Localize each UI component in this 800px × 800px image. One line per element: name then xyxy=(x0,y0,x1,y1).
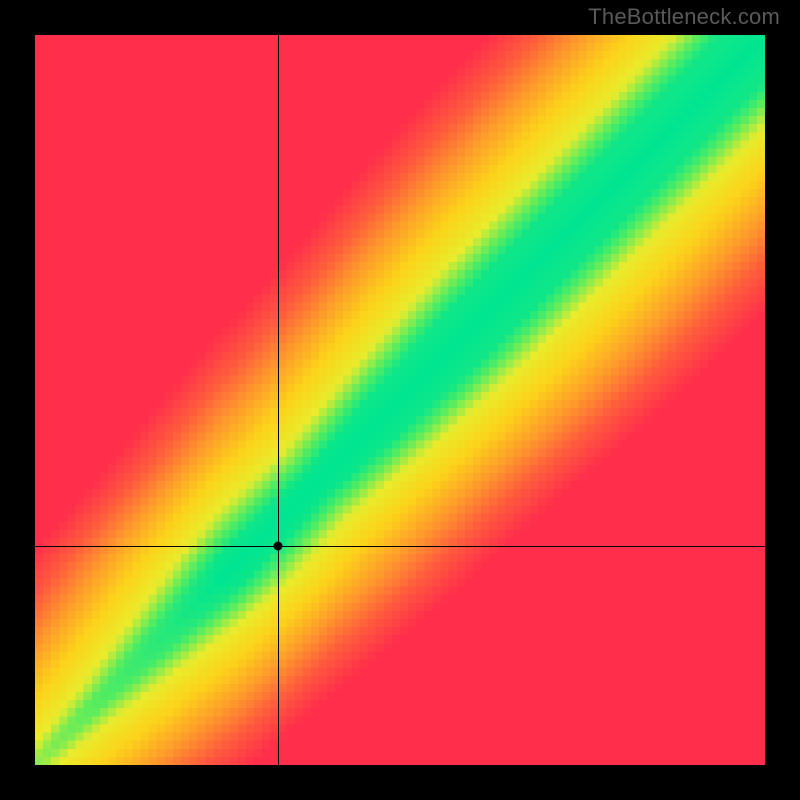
plot-area xyxy=(35,35,765,765)
attribution-text: TheBottleneck.com xyxy=(588,4,780,30)
chart-container: TheBottleneck.com xyxy=(0,0,800,800)
heatmap-canvas xyxy=(35,35,765,765)
